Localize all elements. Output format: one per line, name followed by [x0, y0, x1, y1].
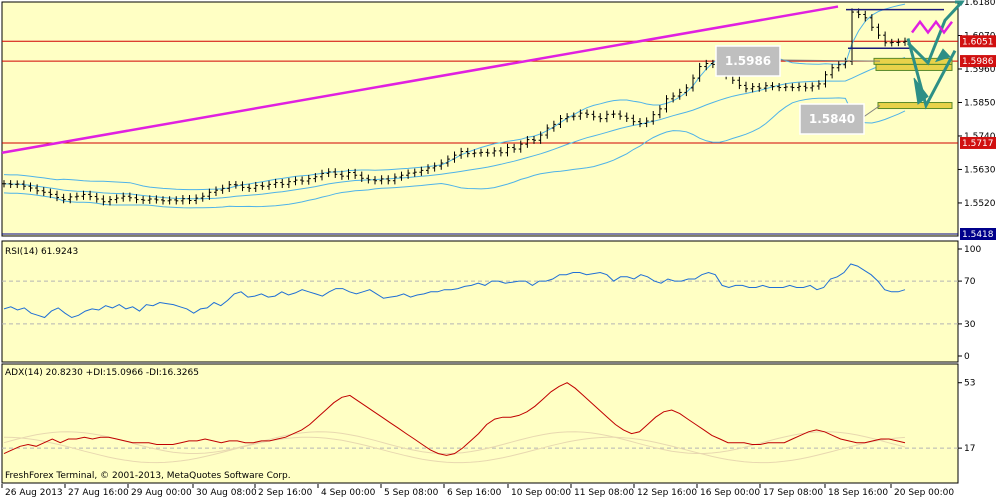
x-tick-label: 2 Sep 16:00 [258, 488, 313, 498]
lower-band-line [3, 97, 906, 209]
projection-zigzag [911, 19, 953, 35]
adx-panel [1, 363, 959, 484]
price-y-tick-label: 1.5520 [964, 199, 996, 209]
annotation-box-label: 1.5840 [809, 112, 855, 126]
x-tick-label: 4 Sep 00:00 [321, 488, 376, 498]
adx-label: ADX(14) 20.8230 +DI:15.0966 -DI:16.3265 [5, 368, 199, 378]
x-tick-label: 20 Sep 00:00 [894, 488, 954, 498]
price-y-tick-label: 1.5960 [964, 65, 996, 75]
middle-band-line [3, 57, 906, 200]
projection-arrow-up [906, 0, 964, 66]
x-tick-label: 11 Sep 08:00 [574, 488, 634, 498]
price-label: 1.6051 [962, 37, 994, 47]
x-tick-label: 27 Aug 16:00 [68, 488, 129, 498]
x-tick-label: 6 Sep 16:00 [447, 488, 502, 498]
rsi-y-tick-label: 100 [964, 245, 981, 255]
x-tick-label: 10 Sep 00:00 [511, 488, 571, 498]
minus-di-line [3, 436, 906, 464]
price-label-bg [960, 55, 996, 68]
rsi-y-tick-label: 0 [964, 352, 970, 362]
price-label: 1.5418 [962, 230, 994, 240]
adx-line [3, 382, 906, 456]
rsi-label: RSI(14) 61.9243 [5, 247, 78, 257]
price-label-bg [960, 136, 996, 149]
annotation-leader [777, 59, 881, 62]
annotation-box [715, 45, 781, 77]
x-tick-label: 17 Sep 08:00 [763, 488, 823, 498]
target-zone-1.5840 [877, 102, 953, 110]
adx-y-tick-label: 53 [964, 379, 975, 389]
trend-line [1, 5, 839, 154]
annotation-box [799, 103, 865, 135]
rsi-y-tick-label: 30 [964, 320, 976, 330]
x-tick-label: 26 Aug 2013 [5, 488, 63, 498]
adx-y-tick-label: 17 [964, 444, 975, 454]
price-label-bg [960, 35, 996, 48]
price-y-tick-label: 1.5850 [964, 98, 996, 108]
x-tick-label: 12 Sep 16:00 [637, 488, 697, 498]
price-y-tick-label: 1.6180 [964, 0, 996, 8]
rsi-panel [1, 240, 959, 363]
rsi-y-tick-label: 70 [964, 277, 976, 287]
x-tick-label: 5 Sep 08:00 [384, 488, 439, 498]
price-y-tick-label: 1.5740 [964, 132, 996, 142]
footer-copyright: FreshForex Terminal, © 2001-2013, MetaQu… [5, 471, 291, 481]
x-tick-label: 16 Sep 00:00 [700, 488, 760, 498]
rsi-line [3, 263, 906, 319]
projection-arrow-down [906, 38, 957, 110]
annotation-leader [861, 105, 881, 119]
arrowhead-mid [934, 48, 951, 63]
price-label-bg [960, 228, 996, 240]
price-label: 1.5986 [962, 57, 994, 67]
price-y-tick-label: 1.5630 [964, 165, 996, 175]
annotation-box-label: 1.5986 [725, 54, 771, 68]
x-tick-label: 18 Sep 16:00 [828, 488, 888, 498]
price-label: 1.5717 [962, 139, 994, 149]
arrowhead-up [955, 0, 965, 6]
x-tick-label: 30 Aug 08:00 [196, 488, 257, 498]
arrowhead-down [913, 77, 929, 105]
x-tick-label: 29 Aug 00:00 [131, 488, 192, 498]
